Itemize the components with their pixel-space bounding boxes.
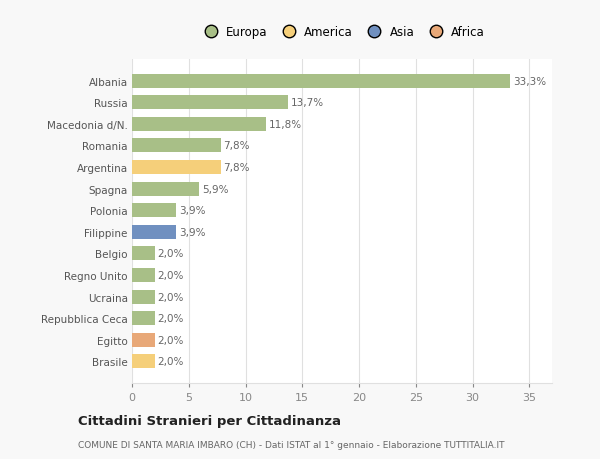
Text: 2,0%: 2,0% [158,357,184,367]
Text: 7,8%: 7,8% [223,141,250,151]
Text: 5,9%: 5,9% [202,184,229,194]
Bar [132,333,155,347]
Bar [132,74,510,89]
Text: 13,7%: 13,7% [290,98,323,108]
Bar [132,182,199,196]
Bar [132,96,287,110]
Text: 3,9%: 3,9% [179,206,206,216]
Bar [132,247,155,261]
Text: COMUNE DI SANTA MARIA IMBARO (CH) - Dati ISTAT al 1° gennaio - Elaborazione TUTT: COMUNE DI SANTA MARIA IMBARO (CH) - Dati… [78,441,505,449]
Bar [132,118,266,131]
Text: 2,0%: 2,0% [158,270,184,280]
Bar [132,204,176,218]
Text: 2,0%: 2,0% [158,249,184,259]
Bar [132,161,221,174]
Text: 3,9%: 3,9% [179,227,206,237]
Text: 2,0%: 2,0% [158,313,184,324]
Bar [132,290,155,304]
Legend: Europa, America, Asia, Africa: Europa, America, Asia, Africa [197,23,487,41]
Bar [132,225,176,239]
Bar [132,312,155,325]
Text: Cittadini Stranieri per Cittadinanza: Cittadini Stranieri per Cittadinanza [78,414,341,428]
Text: 2,0%: 2,0% [158,335,184,345]
Text: 11,8%: 11,8% [269,119,302,129]
Text: 2,0%: 2,0% [158,292,184,302]
Bar [132,354,155,369]
Text: 7,8%: 7,8% [223,162,250,173]
Bar [132,139,221,153]
Bar [132,269,155,282]
Text: 33,3%: 33,3% [513,76,546,86]
